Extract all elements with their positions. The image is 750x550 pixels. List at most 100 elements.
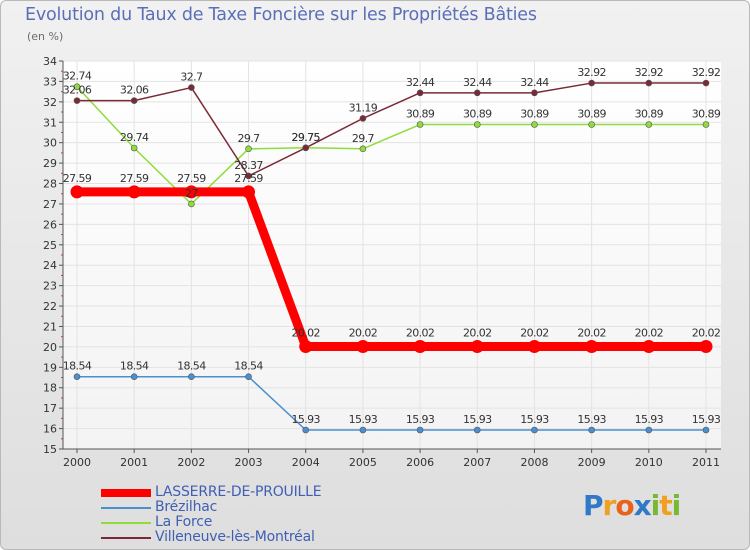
chart-title: Evolution du Taux de Taxe Foncière sur l… [25,5,537,25]
data-label: 29.74 [120,131,149,144]
logo-letter: i [671,489,682,522]
data-point [73,373,81,381]
series-line-0 [72,187,711,351]
plot-area [63,61,721,449]
y-tick-label: 17 [43,402,57,415]
data-point [356,339,370,353]
x-tick-label: 2001 [120,456,148,469]
data-label: 30.89 [406,108,435,121]
legend-label-villeneuve: Villeneuve-lès-Montréal [155,529,315,545]
data-label: 31.19 [349,101,378,114]
data-point [531,426,538,434]
data-label: 32.06 [63,84,92,97]
y-tick-label: 33 [43,75,57,88]
data-label: 15.93 [520,413,549,426]
data-label: 18.54 [63,360,92,373]
x-tick-label: 2004 [292,456,320,469]
logo-letter: r [602,489,617,522]
y-tick-label: 20 [43,341,57,354]
data-point [588,79,595,87]
y-tick-label: 22 [43,300,57,313]
data-label: 30.89 [635,108,664,121]
data-point [188,84,195,91]
data-label: 29.75 [291,131,320,144]
y-tick-label: 31 [43,116,57,129]
data-point [702,426,710,434]
data-label: 20.02 [406,326,435,339]
data-label: 32.74 [63,70,92,83]
data-point [473,89,481,97]
data-label: 18.54 [177,360,206,373]
data-label: 20.02 [635,326,664,339]
y-tick-label: 27 [43,198,57,211]
grid-lines [63,60,721,450]
data-point [245,172,252,180]
data-point [588,121,595,128]
legend-swatch-lasserre [101,489,151,497]
x-tick-label: 2000 [63,456,91,469]
data-point [130,97,138,104]
legend-swatch-brezilhac [101,507,151,509]
axes: 15 16 17 18 19 20 21 22 23 24 25 26 27 28 29 30 31 32 33 34… [43,55,721,469]
data-label: 27.59 [120,172,149,185]
x-tick-label: 2008 [520,456,548,469]
data-label: 29.7 [352,132,375,145]
data-point [473,121,481,128]
data-label: 30.89 [463,108,492,121]
y-tick-label: 15 [43,443,57,456]
data-point [699,339,713,353]
y-tick-label: 21 [43,320,57,333]
y-tick-label: 19 [43,361,57,374]
data-point [416,89,424,97]
data-label: 15.93 [577,413,606,426]
data-point [245,145,252,153]
data-point [645,79,653,87]
y-unit-label: (en %) [27,30,64,43]
data-point [645,121,653,128]
x-tick-label: 2010 [635,456,663,469]
data-label: 27 [185,187,198,200]
data-label: 32.44 [406,76,435,89]
data-label: 18.54 [234,360,263,373]
data-point [188,200,195,208]
data-label: 15.93 [463,413,492,426]
data-label: 32.44 [520,76,549,89]
data-label: 32.06 [120,84,149,97]
y-tick-label: 25 [43,239,57,252]
data-point [184,185,198,199]
data-label: 30.89 [520,108,549,121]
data-label: 28.37 [234,159,263,172]
data-point [531,121,538,128]
data-label: 15.93 [692,413,721,426]
data-label: 15.93 [349,413,378,426]
data-label: 32.44 [463,76,492,89]
x-tick-label: 2007 [463,456,491,469]
series-line-1 [76,375,707,431]
x-tick-label: 2009 [578,456,606,469]
y-tick-label: 26 [43,218,57,231]
data-label: 15.93 [291,413,320,426]
data-point [73,83,81,91]
data-label: 20.02 [291,326,320,339]
data-point [413,339,427,353]
data-point [130,373,138,381]
data-point [531,89,538,97]
logo-letter: i [650,489,661,522]
x-tick-label: 2003 [235,456,263,469]
data-point [588,426,595,434]
y-tick-label: 18 [43,382,57,395]
x-tick-label: 2006 [406,456,434,469]
legend-label-la-force: La Force [155,514,213,530]
series-line-3 [76,82,707,177]
data-label: 30.89 [692,108,721,121]
x-tick-label: 2005 [349,456,377,469]
data-label: 15.93 [635,413,664,426]
series-lines [70,79,713,434]
data-point [127,185,141,199]
x-tick-label: 2011 [692,456,720,469]
data-point [702,79,710,87]
data-label: 32.92 [577,66,606,79]
data-label: 20.02 [692,326,721,339]
data-point [416,426,424,434]
